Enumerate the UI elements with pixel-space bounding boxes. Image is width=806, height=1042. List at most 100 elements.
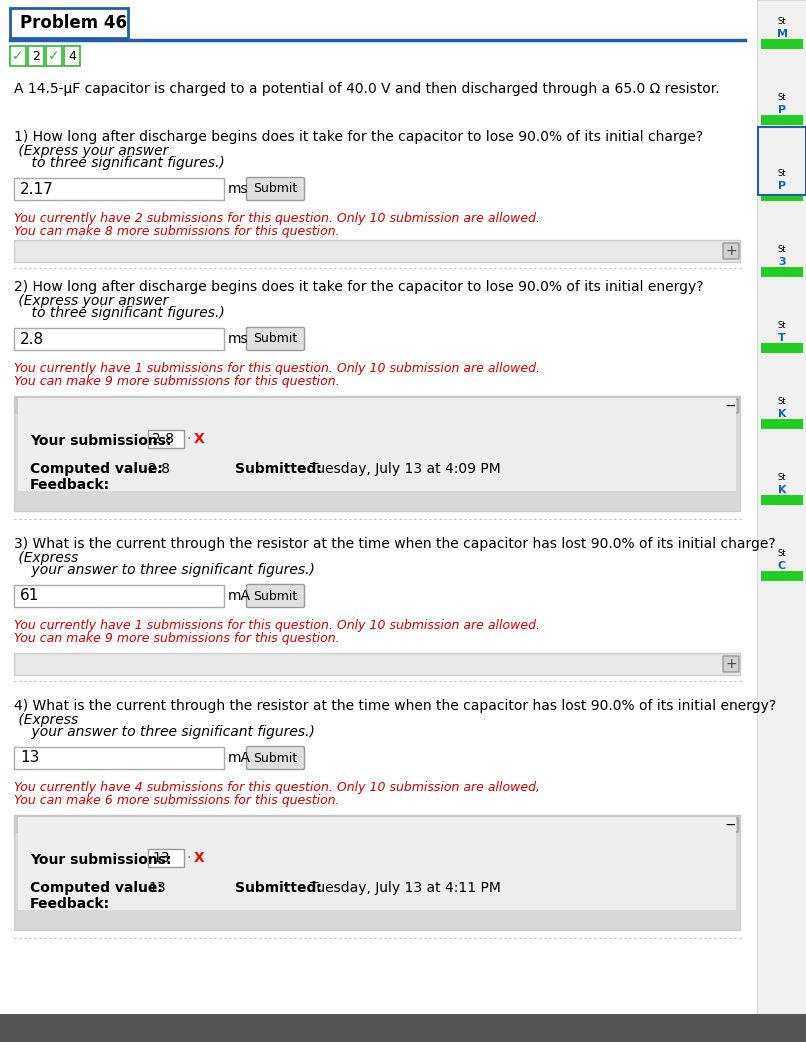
Text: 2.8: 2.8 — [148, 462, 170, 476]
Bar — [761, 267, 803, 277]
FancyBboxPatch shape — [28, 46, 44, 66]
Bar — [757, 0, 806, 1042]
Text: X: X — [194, 432, 205, 446]
Text: Feedback:: Feedback: — [30, 478, 110, 492]
Text: You can make 6 more submissions for this question.: You can make 6 more submissions for this… — [14, 794, 339, 807]
FancyBboxPatch shape — [14, 653, 740, 675]
FancyBboxPatch shape — [14, 178, 224, 200]
Text: 13: 13 — [20, 750, 39, 766]
FancyBboxPatch shape — [10, 46, 26, 66]
FancyBboxPatch shape — [148, 849, 184, 867]
Text: P: P — [778, 181, 786, 191]
Text: St: St — [778, 322, 786, 330]
FancyBboxPatch shape — [758, 127, 806, 195]
Text: You currently have 2 submissions for this question. Only 10 submission are allow: You currently have 2 submissions for thi… — [14, 212, 540, 225]
Text: ✓: ✓ — [12, 49, 24, 63]
Text: ·: · — [187, 432, 191, 446]
Text: P: P — [778, 105, 786, 115]
FancyBboxPatch shape — [14, 240, 740, 262]
Text: 3) What is the current through the resistor at the time when the capacitor has l: 3) What is the current through the resis… — [14, 537, 775, 551]
Text: You currently have 4 submissions for this question. Only 10 submission are allow: You currently have 4 submissions for thi… — [14, 782, 540, 794]
Text: 13: 13 — [152, 851, 169, 865]
Text: −: − — [724, 399, 736, 413]
Bar — [761, 495, 803, 505]
Text: St: St — [778, 549, 786, 559]
Text: (Express: (Express — [14, 713, 78, 727]
Text: A 14.5-μF capacitor is charged to a potential of 40.0 V and then discharged thro: A 14.5-μF capacitor is charged to a pote… — [14, 82, 720, 96]
FancyBboxPatch shape — [14, 747, 224, 769]
Text: 2: 2 — [32, 50, 40, 63]
Text: St: St — [778, 18, 786, 26]
Text: mA: mA — [228, 751, 251, 765]
Bar — [761, 343, 803, 353]
Text: T: T — [778, 333, 786, 343]
FancyBboxPatch shape — [14, 328, 224, 350]
FancyBboxPatch shape — [722, 399, 738, 413]
Text: ms: ms — [228, 182, 248, 196]
FancyBboxPatch shape — [723, 656, 739, 672]
Text: You currently have 1 submissions for this question. Only 10 submission are allow: You currently have 1 submissions for thi… — [14, 362, 540, 375]
Text: Computed value:: Computed value: — [30, 880, 163, 895]
Text: ✓: ✓ — [48, 49, 60, 63]
Text: Feedback:: Feedback: — [30, 897, 110, 911]
Text: You currently have 1 submissions for this question. Only 10 submission are allow: You currently have 1 submissions for thi… — [14, 619, 540, 632]
Text: +: + — [725, 244, 737, 258]
Text: (Express your answer: (Express your answer — [14, 144, 168, 158]
Text: Tuesday, July 13 at 4:11 PM: Tuesday, July 13 at 4:11 PM — [310, 880, 501, 895]
FancyBboxPatch shape — [247, 746, 305, 769]
Text: mA: mA — [228, 589, 251, 603]
Text: 4) What is the current through the resistor at the time when the capacitor has l: 4) What is the current through the resis… — [14, 699, 776, 713]
Text: Submitted:: Submitted: — [235, 462, 322, 476]
FancyBboxPatch shape — [247, 327, 305, 350]
FancyBboxPatch shape — [247, 177, 305, 200]
FancyBboxPatch shape — [148, 430, 184, 448]
Text: St: St — [778, 246, 786, 254]
Text: 2.17: 2.17 — [20, 181, 54, 197]
Bar — [14, 396, 740, 414]
Text: St: St — [778, 397, 786, 406]
Text: 2.8: 2.8 — [20, 331, 44, 347]
FancyBboxPatch shape — [723, 243, 739, 259]
Text: 13: 13 — [148, 880, 165, 895]
Text: +: + — [725, 658, 737, 671]
Text: 2) How long after discharge begins does it take for the capacitor to lose 90.0% : 2) How long after discharge begins does … — [14, 280, 704, 294]
Bar — [761, 115, 803, 125]
Text: ·: · — [187, 851, 191, 865]
Text: You can make 9 more submissions for this question.: You can make 9 more submissions for this… — [14, 632, 339, 645]
Text: to three significant figures.): to three significant figures.) — [14, 156, 225, 170]
Text: K: K — [778, 485, 786, 495]
Text: 4: 4 — [68, 50, 76, 63]
Text: C: C — [778, 561, 786, 571]
FancyBboxPatch shape — [18, 817, 736, 910]
Text: Problem 46: Problem 46 — [20, 14, 127, 32]
Text: 1) How long after discharge begins does it take for the capacitor to lose 90.0% : 1) How long after discharge begins does … — [14, 130, 703, 144]
FancyBboxPatch shape — [18, 398, 736, 491]
Text: Submit: Submit — [253, 751, 297, 765]
Text: Tuesday, July 13 at 4:09 PM: Tuesday, July 13 at 4:09 PM — [310, 462, 501, 476]
Text: to three significant figures.): to three significant figures.) — [14, 306, 225, 320]
Text: X: X — [194, 851, 205, 865]
FancyBboxPatch shape — [247, 585, 305, 607]
Text: 2.8: 2.8 — [152, 432, 174, 446]
Bar — [14, 815, 740, 833]
Text: (Express: (Express — [14, 551, 78, 565]
Text: K: K — [778, 410, 786, 419]
Text: St: St — [778, 170, 786, 178]
FancyBboxPatch shape — [64, 46, 80, 66]
FancyBboxPatch shape — [10, 8, 128, 38]
Text: Submit: Submit — [253, 332, 297, 346]
Text: M: M — [776, 29, 787, 39]
Bar — [761, 419, 803, 429]
Text: You can make 9 more submissions for this question.: You can make 9 more submissions for this… — [14, 375, 339, 388]
FancyBboxPatch shape — [14, 396, 740, 511]
FancyBboxPatch shape — [14, 585, 224, 607]
Text: Computed value:: Computed value: — [30, 462, 163, 476]
Text: ms: ms — [228, 332, 248, 346]
Text: St: St — [778, 94, 786, 102]
Text: −: − — [724, 818, 736, 832]
Text: your answer to three significant figures.): your answer to three significant figures… — [14, 563, 315, 577]
FancyBboxPatch shape — [722, 818, 738, 832]
Bar — [761, 571, 803, 581]
Text: 3: 3 — [778, 257, 786, 267]
Text: St: St — [778, 473, 786, 482]
